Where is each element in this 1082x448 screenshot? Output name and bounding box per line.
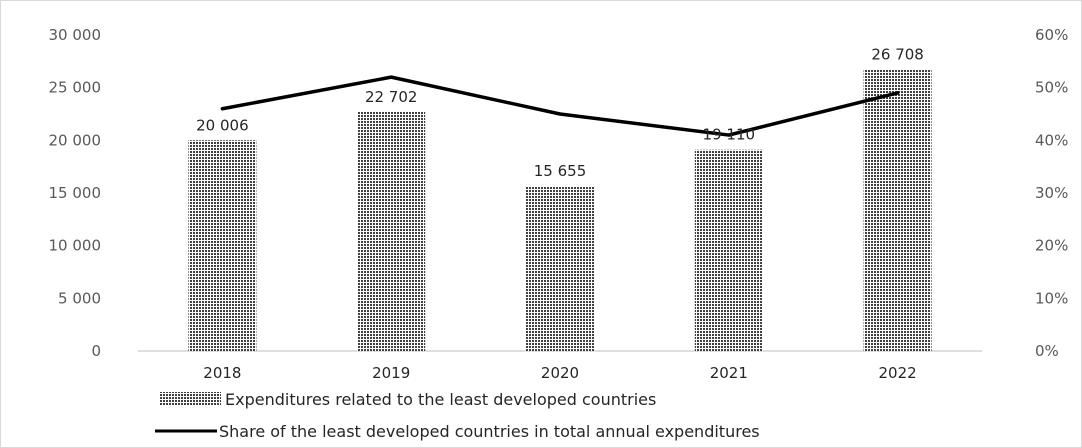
bar-data-label: 20 006 <box>196 116 249 134</box>
y-axis-tick-label: 0 <box>91 342 101 360</box>
legend-label-line: Share of the least developed countries i… <box>219 422 760 441</box>
bar <box>188 140 257 351</box>
bar-data-label: 19 110 <box>703 126 756 144</box>
y2-axis-tick-label: 40% <box>1035 131 1068 149</box>
x-axis-tick-label: 2019 <box>372 364 410 382</box>
line-point <box>558 112 562 116</box>
legend-item-line[interactable]: Share of the least developed countries i… <box>155 422 760 441</box>
y2-axis-tick-label: 50% <box>1035 79 1068 97</box>
line-point <box>389 75 393 79</box>
axis-layer: 0 5 000 10 000 15 000 20 000 25 000 30 000 0% 10… <box>49 26 1069 382</box>
line-point <box>220 107 224 111</box>
y2-axis-tick-label: 0% <box>1035 342 1059 360</box>
x-axis-tick-label: 2021 <box>710 364 748 382</box>
legend-label-bars: Expenditures related to the least develo… <box>225 390 656 409</box>
y-axis-tick-label: 10 000 <box>49 237 102 255</box>
y-axis-tick-label: 15 000 <box>49 184 102 202</box>
line-point <box>727 133 731 137</box>
x-axis-tick-label: 2020 <box>541 364 579 382</box>
bar <box>357 111 426 351</box>
bar-data-label: 15 655 <box>534 162 587 180</box>
data-labels-layer: 20 006 22 702 15 655 19 110 26 708 <box>196 46 924 180</box>
y2-axis-tick-label: 20% <box>1035 237 1068 255</box>
legend: Expenditures related to the least develo… <box>155 390 760 441</box>
y-axis-tick-label: 25 000 <box>49 79 102 97</box>
legend-swatch-bars <box>159 392 221 406</box>
y2-axis-tick-label: 60% <box>1035 26 1068 44</box>
bar <box>526 186 594 351</box>
bar <box>863 69 932 352</box>
share-line <box>220 75 900 137</box>
y-axis-tick-label: 5 000 <box>58 289 101 307</box>
x-axis-tick-label: 2022 <box>879 364 917 382</box>
line-point <box>896 91 900 95</box>
bar-data-label: 26 708 <box>871 46 924 64</box>
line-layer <box>220 75 900 137</box>
y2-axis-tick-label: 10% <box>1035 289 1068 307</box>
y-axis-tick-label: 30 000 <box>49 26 102 44</box>
y2-axis-tick-label: 30% <box>1035 184 1068 202</box>
legend-item-bars[interactable]: Expenditures related to the least develo… <box>159 390 656 409</box>
bar <box>694 149 763 351</box>
y-axis-tick-label: 20 000 <box>49 131 102 149</box>
bar-data-label: 22 702 <box>365 88 418 106</box>
x-axis-tick-label: 2018 <box>203 364 241 382</box>
bars-layer <box>188 69 932 352</box>
